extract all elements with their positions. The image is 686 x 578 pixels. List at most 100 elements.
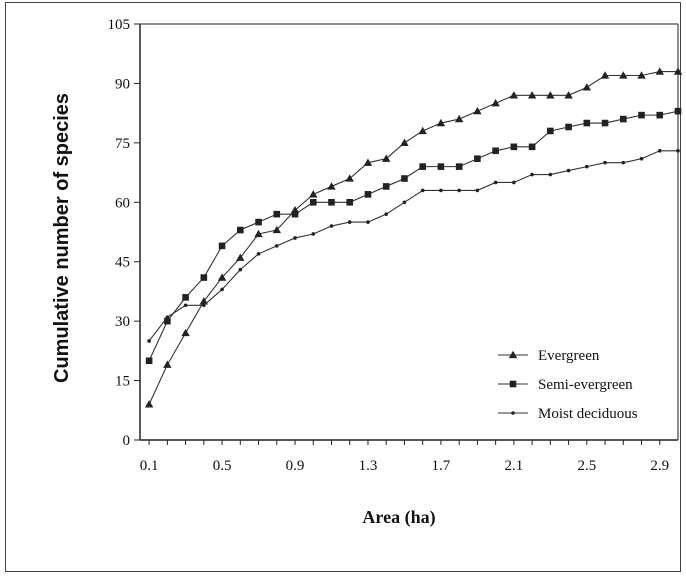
legend-label: Semi-evergreen: [538, 377, 633, 393]
data-point-square: [200, 274, 208, 281]
data-point-dot: [603, 160, 607, 165]
data-point-dot: [512, 180, 516, 185]
data-point-square: [619, 115, 627, 123]
data-point-square: [364, 191, 372, 198]
data-point-dot: [530, 172, 534, 177]
data-point-square: [509, 380, 517, 388]
series-layer: [144, 67, 683, 408]
x-tick-group: 0.1 0.5 0.9 1.3 1.7 2.1 2.5 2.9: [140, 440, 669, 474]
data-point-dot: [311, 232, 316, 236]
data-point-square: [328, 198, 335, 206]
data-point-square: [218, 242, 226, 250]
x-tick-label: 2.5: [577, 458, 596, 474]
data-point-triangle: [436, 118, 446, 127]
series-semi-evergreen: [145, 107, 682, 365]
data-point-dot: [439, 188, 443, 193]
data-point-dot: [274, 244, 279, 248]
y-tick-label: 0: [123, 433, 131, 449]
data-point-dot: [621, 160, 626, 165]
data-point-triangle: [637, 71, 646, 79]
data-point-square: [474, 155, 481, 163]
data-point-dot: [384, 212, 389, 216]
series-moist-deciduous: [147, 148, 680, 343]
data-point-triangle: [582, 83, 592, 91]
data-point-dot: [475, 188, 480, 193]
data-point-dot: [293, 236, 297, 240]
data-point-square: [437, 163, 445, 170]
axes: [139, 23, 679, 441]
data-point-square: [145, 357, 153, 365]
data-point-dot: [493, 180, 498, 185]
data-point-square: [528, 143, 536, 151]
x-axis-title: Area (ha): [362, 507, 435, 528]
data-point-square: [565, 123, 572, 131]
data-point-triangle: [509, 91, 519, 99]
data-point-triangle: [199, 297, 209, 305]
data-point-triangle: [508, 350, 518, 359]
x-tick-label: 0.1: [140, 458, 159, 474]
data-point-dot: [676, 148, 680, 153]
data-point-square: [382, 183, 390, 190]
y-tick-label: 75: [115, 136, 130, 152]
data-point-dot: [256, 251, 261, 256]
data-point-square: [601, 119, 609, 127]
data-point-triangle: [527, 91, 537, 99]
data-point-square: [547, 127, 554, 135]
data-point-dot: [566, 168, 571, 173]
legend-item: Evergreen: [498, 348, 600, 364]
data-point-dot: [202, 303, 206, 308]
data-point-dot: [347, 220, 352, 224]
data-point-triangle: [473, 106, 482, 115]
data-point-square: [291, 210, 299, 218]
data-point-square: [237, 226, 244, 234]
data-point-triangle: [272, 225, 281, 234]
data-point-triangle: [600, 71, 610, 79]
series-line: [148, 110, 679, 361]
legend-label: Moist deciduous: [538, 406, 638, 422]
data-point-dot: [183, 303, 188, 308]
data-point-dot: [329, 224, 334, 228]
data-point-dot: [585, 164, 589, 169]
x-tick-label: 0.5: [213, 458, 232, 474]
legend-item: Moist deciduous: [498, 406, 638, 422]
data-point-dot: [402, 200, 407, 205]
x-tick-label: 0.9: [286, 458, 305, 474]
data-point-triangle: [382, 154, 391, 162]
data-point-triangle: [400, 138, 409, 147]
data-point-triangle: [619, 71, 628, 79]
data-point-dot: [548, 172, 553, 177]
data-point-triangle: [309, 190, 318, 198]
data-point-square: [419, 163, 426, 170]
data-point-square: [182, 294, 189, 301]
data-point-square: [656, 111, 664, 119]
data-point-dot: [220, 287, 224, 292]
data-point-triangle: [564, 91, 573, 99]
data-point-dot: [420, 188, 425, 193]
data-point-triangle: [236, 253, 245, 261]
data-point-dot: [511, 411, 515, 415]
data-point-triangle: [254, 229, 263, 238]
data-point-square: [455, 163, 463, 170]
data-point-square: [583, 119, 591, 127]
data-point-square: [255, 218, 262, 226]
data-point-triangle: [418, 126, 427, 135]
data-point-dot: [366, 220, 370, 224]
legend-item: Semi-evergreen: [498, 377, 633, 393]
data-point-square: [164, 317, 171, 325]
data-point-square: [273, 210, 281, 218]
data-point-dot: [165, 315, 170, 319]
y-axis-title: Cumulative number of species: [51, 93, 73, 383]
series-line: [148, 70, 678, 405]
x-tick-label: 2.1: [504, 458, 523, 474]
series-evergreen: [144, 67, 683, 408]
data-point-triangle: [217, 273, 227, 281]
legend: Evergreen Semi-evergreen Moist deciduous: [498, 348, 638, 422]
y-tick-label: 90: [115, 76, 130, 92]
data-point-triangle: [454, 114, 464, 123]
data-point-triangle: [163, 360, 172, 368]
y-tick-label: 30: [115, 314, 130, 330]
data-point-square: [346, 198, 354, 206]
data-point-dot: [457, 188, 461, 193]
data-point-dot: [639, 156, 644, 161]
